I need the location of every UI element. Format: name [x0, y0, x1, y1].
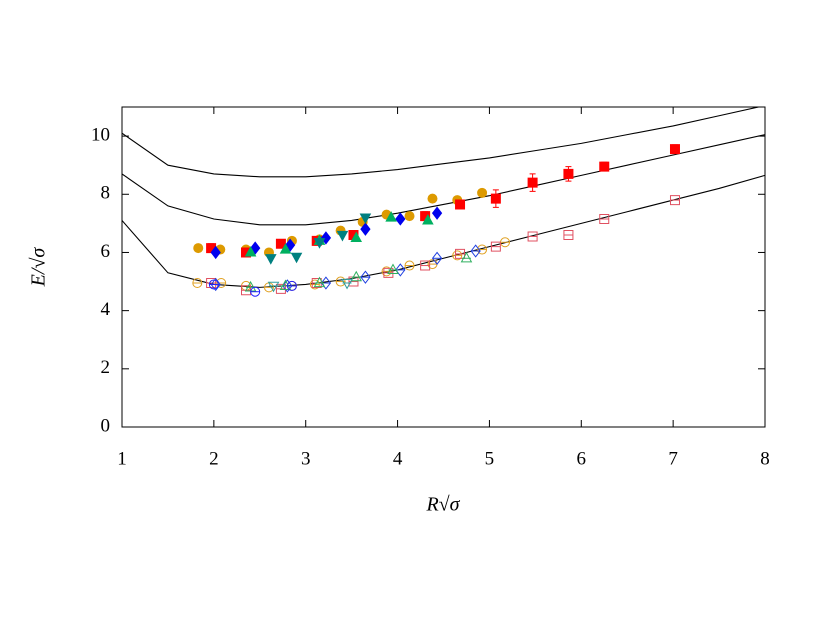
y-tick-label: 0 [101, 415, 111, 436]
plot-frame [121, 106, 766, 428]
marker [313, 276, 326, 288]
marker [669, 144, 680, 155]
marker [431, 251, 443, 265]
x-tick-label: 4 [393, 448, 403, 469]
y-tick-label: 8 [101, 183, 111, 204]
marker [431, 206, 443, 220]
marker [320, 276, 332, 290]
marker [313, 238, 326, 249]
y-axis-label: E/√σ [28, 247, 50, 288]
x-tick-label: 1 [117, 448, 127, 469]
marker [387, 263, 399, 275]
curve [122, 107, 761, 178]
y-tick-label: 10 [91, 124, 110, 145]
marker [244, 246, 257, 257]
marker [350, 270, 363, 282]
marker [360, 222, 371, 236]
marker [350, 231, 363, 243]
marker [193, 243, 204, 254]
marker [455, 199, 466, 210]
x-tick-label: 8 [760, 448, 770, 469]
marker [490, 241, 501, 252]
marker [669, 195, 680, 206]
marker [395, 212, 406, 226]
x-tick-label: 7 [668, 448, 678, 469]
x-tick-label: 2 [209, 448, 219, 469]
marker [210, 277, 221, 292]
marker [206, 278, 217, 288]
marker [311, 278, 322, 288]
marker [599, 161, 610, 172]
marker [282, 279, 293, 293]
marker [279, 243, 292, 254]
marker [383, 267, 394, 278]
marker [460, 251, 473, 263]
marker [290, 252, 303, 264]
marker [563, 168, 574, 179]
marker [527, 231, 538, 242]
marker [404, 211, 415, 222]
y-tick-label: 2 [101, 357, 111, 378]
x-axis-label: R√σ [425, 494, 460, 516]
marker [241, 285, 252, 296]
marker [420, 260, 431, 271]
y-tick-label: 4 [101, 299, 111, 320]
marker [341, 278, 353, 290]
marker [395, 263, 406, 277]
x-tick-label: 5 [485, 448, 495, 469]
marker [336, 230, 349, 242]
marker [267, 281, 280, 293]
marker [265, 254, 277, 265]
marker [470, 244, 481, 258]
marker [210, 245, 221, 260]
marker [359, 213, 372, 224]
y-tick-label: 6 [101, 241, 111, 262]
marker [422, 214, 434, 225]
marker [427, 193, 438, 204]
x-tick-label: 3 [301, 448, 311, 469]
curve [122, 134, 765, 226]
marker [477, 187, 488, 198]
marker [360, 270, 371, 284]
marker [599, 214, 610, 224]
curve [122, 174, 765, 288]
marker [563, 230, 574, 240]
x-tick-label: 6 [577, 448, 587, 469]
marker [490, 193, 501, 204]
marker [527, 177, 538, 188]
plot-area [122, 107, 765, 297]
marker [385, 211, 397, 222]
marker [275, 283, 286, 294]
